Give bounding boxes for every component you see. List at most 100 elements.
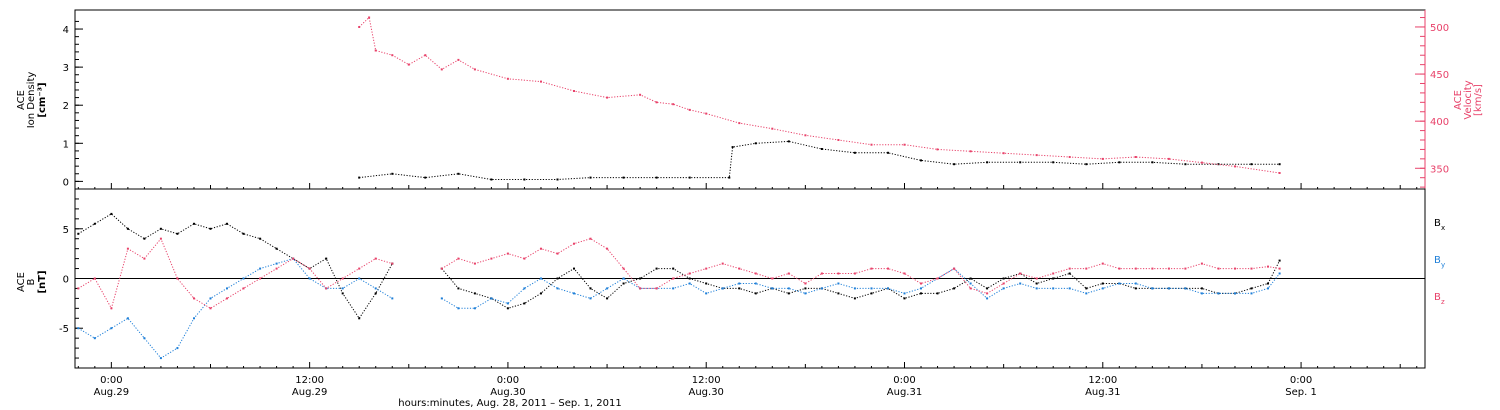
bz-point: [1068, 267, 1071, 270]
bz-point: [655, 287, 658, 290]
legend-by-label: B: [1434, 255, 1441, 266]
density-point: [820, 148, 823, 150]
bottom-x-ticks: [77, 362, 1418, 368]
density-tick-label: 1: [63, 139, 69, 150]
velocity-point: [457, 58, 460, 61]
density-axis: 0 1 2 3 4: [63, 20, 83, 188]
bz-point: [159, 237, 162, 240]
x-tick-time: 0:00: [893, 375, 915, 386]
velocity-axis-label-line1: ACE: [1453, 90, 1464, 110]
by-point: [1184, 287, 1187, 290]
density-point: [754, 142, 757, 145]
bz-point: [622, 267, 625, 270]
by-point: [986, 297, 989, 300]
bz-point: [143, 257, 146, 260]
bx-point: [93, 222, 96, 225]
velocity-point: [606, 96, 609, 99]
x-tick-date: Aug.31: [1085, 387, 1120, 398]
bz-point: [1267, 265, 1269, 268]
by-point: [440, 297, 443, 300]
by-point: [259, 267, 262, 270]
bx-point: [804, 287, 807, 290]
by-point: [804, 292, 807, 295]
bz-point: [540, 247, 542, 250]
legend-bz: B z: [1434, 292, 1445, 306]
density-tick-label: 4: [63, 25, 69, 36]
density-tick-label: 3: [63, 63, 69, 74]
bz-point: [672, 277, 675, 280]
by-point: [870, 287, 873, 290]
bx-point: [209, 227, 212, 230]
velocity-point: [440, 68, 443, 71]
density-point: [1278, 163, 1281, 166]
bz-point: [887, 267, 889, 270]
density-axis-label-line1: ACE: [16, 90, 27, 110]
x-tick-time: 12:00: [295, 375, 324, 386]
top-series-group: [358, 16, 1281, 181]
by-point: [920, 287, 922, 290]
bx-point: [259, 237, 262, 240]
bz-point: [804, 282, 807, 285]
velocity-point: [374, 49, 377, 52]
bz-point: [754, 272, 757, 275]
bz-point: [341, 277, 344, 280]
x-tick-time: 12:00: [692, 375, 721, 386]
x-tick-date: Aug.30: [490, 387, 525, 398]
density-point: [523, 178, 526, 181]
x-axis-title: hours:minutes, Aug. 28, 2011 – Sep. 1, 2…: [398, 398, 621, 409]
density-point: [1118, 161, 1121, 164]
by-point: [1267, 287, 1269, 290]
velocity-point: [936, 148, 939, 151]
bx-point: [1200, 287, 1203, 290]
velocity-point: [391, 54, 394, 57]
bz-point: [969, 287, 972, 290]
bz-point: [853, 272, 856, 275]
by-point: [1002, 287, 1005, 290]
density-point: [920, 159, 922, 162]
bx-point: [688, 277, 691, 280]
bz-point: [589, 237, 592, 240]
top-x-ticks: [77, 183, 1418, 189]
by-point: [853, 287, 856, 290]
bx-point: [920, 292, 922, 295]
bx-point: [1068, 272, 1071, 275]
bz-point: [209, 307, 212, 310]
by-point: [1151, 287, 1154, 290]
legend-by-sub: y: [1441, 261, 1445, 269]
by-point: [1167, 287, 1170, 290]
bx-point: [738, 287, 741, 290]
velocity-axis-label-line2: Velocity: [1463, 80, 1474, 119]
bz-point: [77, 287, 80, 290]
bx-point: [837, 292, 840, 295]
bx-point: [457, 287, 460, 290]
bx-point: [143, 237, 146, 240]
bz-point: [1035, 277, 1038, 280]
velocity-point: [1167, 157, 1170, 160]
by-point: [837, 282, 840, 285]
by-point: [93, 337, 96, 340]
bx-point: [1134, 287, 1137, 290]
bz-point: [110, 307, 113, 310]
bz-point: [705, 267, 708, 270]
x-tick-date: Aug.31: [887, 387, 922, 398]
bz-point: [1234, 267, 1236, 270]
bz-point: [1002, 282, 1005, 285]
by-point: [77, 327, 80, 330]
velocity-point: [1068, 156, 1071, 158]
legend-bz-label: B: [1434, 292, 1441, 303]
bx-trace: [78, 213, 1281, 320]
bx-point: [159, 227, 162, 230]
bx-point: [622, 282, 625, 285]
velocity-point: [837, 139, 840, 141]
bx-point: [903, 297, 906, 300]
bx-point: [1052, 277, 1055, 280]
bz-point: [556, 252, 559, 255]
density-point: [787, 140, 790, 143]
density-point: [1250, 163, 1253, 166]
velocity-point: [358, 26, 361, 28]
by-point: [1101, 287, 1104, 290]
density-point: [1085, 163, 1088, 166]
bx-point: [275, 247, 278, 250]
bz-point: [440, 267, 443, 270]
by-point: [1118, 282, 1121, 285]
